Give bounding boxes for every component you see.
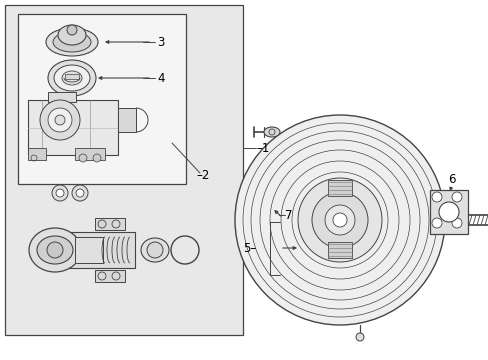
Text: –1: –1 (256, 141, 269, 154)
Circle shape (52, 185, 68, 201)
Bar (429, 190, 467, 234)
Bar (327, 242, 351, 258)
Text: –2: –2 (196, 168, 209, 181)
Circle shape (325, 205, 354, 235)
Circle shape (355, 333, 363, 341)
Text: 3: 3 (157, 36, 164, 49)
Bar (28, 100, 118, 155)
Circle shape (311, 192, 367, 248)
Bar (75, 237, 103, 263)
Bar (327, 180, 351, 196)
Circle shape (451, 192, 461, 202)
Bar (75, 148, 105, 160)
Text: 6: 6 (447, 172, 454, 185)
Text: 4: 4 (157, 72, 164, 85)
Circle shape (48, 108, 72, 132)
Ellipse shape (62, 71, 82, 85)
Ellipse shape (58, 25, 86, 45)
Bar (65, 74, 79, 79)
Ellipse shape (29, 228, 81, 272)
Ellipse shape (37, 236, 73, 264)
Ellipse shape (54, 65, 90, 91)
Circle shape (55, 115, 65, 125)
Circle shape (431, 218, 441, 228)
Circle shape (67, 25, 77, 35)
Ellipse shape (46, 28, 98, 56)
Ellipse shape (48, 60, 96, 96)
Circle shape (438, 202, 458, 222)
Circle shape (56, 189, 64, 197)
Circle shape (40, 100, 80, 140)
Bar (118, 108, 136, 132)
Circle shape (431, 192, 441, 202)
Circle shape (235, 115, 444, 325)
Ellipse shape (264, 127, 280, 137)
Circle shape (79, 154, 87, 162)
Ellipse shape (147, 242, 163, 258)
Text: 5–: 5– (243, 242, 256, 255)
Ellipse shape (53, 32, 91, 52)
Circle shape (451, 218, 461, 228)
Circle shape (76, 189, 84, 197)
Bar (5, 5, 243, 335)
Ellipse shape (47, 242, 63, 258)
Bar (95, 218, 125, 230)
Circle shape (332, 213, 346, 227)
Bar (95, 270, 125, 282)
Bar (28, 148, 46, 160)
Ellipse shape (141, 238, 169, 262)
Bar (18, 14, 185, 184)
Bar (48, 92, 76, 102)
Circle shape (297, 178, 381, 262)
Circle shape (72, 185, 88, 201)
Bar (55, 232, 135, 268)
Circle shape (93, 154, 101, 162)
Text: 7: 7 (285, 208, 292, 221)
